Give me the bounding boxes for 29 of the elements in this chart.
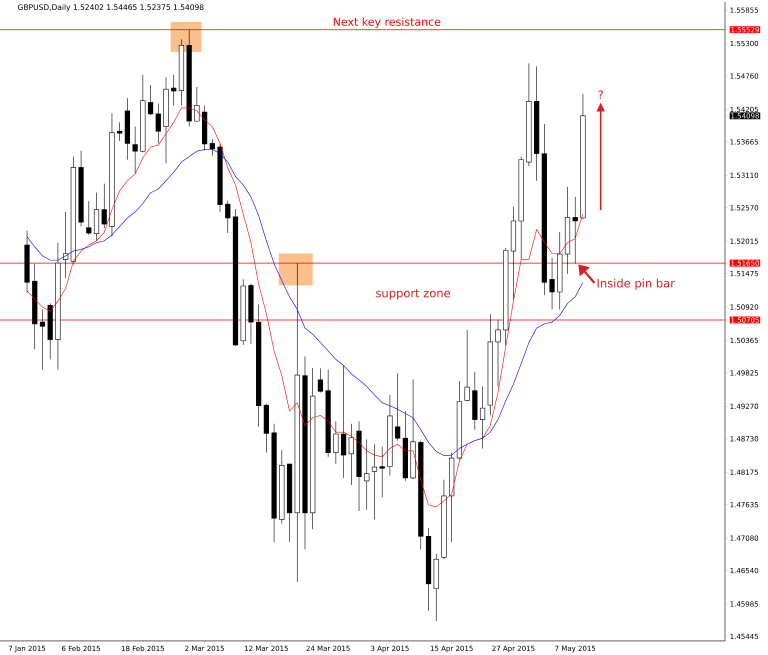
candlestick [340,365,346,478]
candlestick [480,386,486,449]
candlestick [464,330,470,402]
candlestick [380,446,385,498]
candlestick [372,444,378,520]
candlestick [348,423,354,486]
candlestick [549,257,555,310]
candlestick [40,309,46,370]
annotation: Inside pin bar [598,278,675,290]
candlestick [225,200,230,234]
candlestick [333,421,338,464]
text: ? [598,90,603,99]
candlestick [210,138,215,156]
candlestick [156,103,161,144]
candlestick [171,74,176,106]
annotation: support zone [376,289,450,300]
candlestick [102,183,107,229]
candlestick [148,84,154,116]
candlestick [364,439,370,510]
ref-line-label: Next key resistance [334,17,440,28]
candlestick [318,368,324,393]
candlestick [572,196,578,264]
candlestick [132,126,138,174]
candlestick [495,319,501,387]
candlestick [86,200,92,236]
candlestick [63,212,68,278]
candlestick [194,86,200,122]
candlestick [117,122,122,142]
candlestick [395,372,400,441]
